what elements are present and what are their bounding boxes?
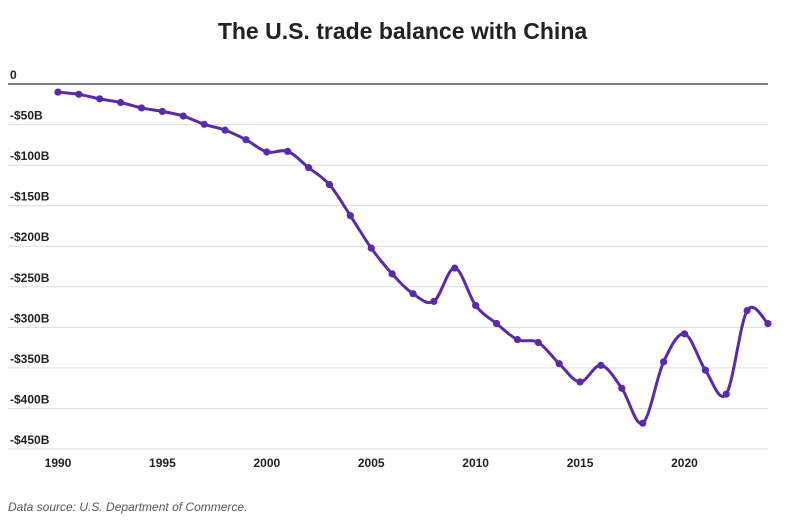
data-point bbox=[618, 384, 626, 392]
x-tick-label: 2005 bbox=[358, 456, 385, 470]
data-point bbox=[492, 319, 501, 328]
y-tick-label: 0 bbox=[10, 68, 17, 82]
series-trade-balance bbox=[54, 88, 772, 427]
data-point bbox=[555, 360, 563, 368]
y-tick-label: -$200B bbox=[10, 230, 50, 244]
data-point bbox=[367, 244, 375, 252]
data-point bbox=[263, 148, 271, 156]
data-point bbox=[284, 147, 292, 156]
data-point bbox=[388, 270, 396, 278]
x-tick-label: 2020 bbox=[671, 456, 698, 470]
x-tick-label: 2015 bbox=[567, 456, 594, 470]
gridlines bbox=[8, 83, 768, 450]
data-point bbox=[576, 378, 584, 386]
x-axis-tick-labels: 1990 1995 2000 2005 2010 2015 2020 bbox=[45, 456, 698, 470]
data-point bbox=[659, 358, 668, 366]
data-point bbox=[451, 264, 459, 272]
data-point bbox=[597, 361, 605, 369]
data-point bbox=[221, 126, 229, 134]
y-tick-label: -$350B bbox=[10, 352, 50, 366]
data-point bbox=[346, 212, 354, 220]
data-point bbox=[409, 290, 417, 298]
y-tick-label: -$300B bbox=[10, 311, 50, 325]
y-axis-tick-labels: 0 -$50B -$100B -$150B -$200B -$250B -$300B -$35… bbox=[10, 68, 50, 447]
y-tick-label: -$250B bbox=[10, 271, 50, 285]
y-tick-label: -$150B bbox=[10, 190, 50, 204]
data-point bbox=[325, 181, 334, 189]
series-line bbox=[56, 90, 770, 425]
data-source-note: Data source: U.S. Department of Commerce… bbox=[8, 500, 248, 514]
data-point bbox=[117, 98, 125, 107]
data-point bbox=[722, 390, 730, 398]
data-point bbox=[137, 104, 146, 112]
y-tick-label: -$450B bbox=[10, 433, 50, 447]
x-tick-label: 2010 bbox=[462, 456, 489, 470]
data-point bbox=[513, 335, 522, 344]
x-tick-label: 2000 bbox=[253, 456, 280, 470]
y-tick-label: -$100B bbox=[10, 149, 50, 163]
data-point bbox=[179, 112, 187, 120]
x-tick-label: 1995 bbox=[149, 456, 176, 470]
y-tick-label: -$50B bbox=[10, 109, 43, 123]
y-tick-label: -$400B bbox=[10, 392, 50, 406]
data-point bbox=[680, 330, 689, 338]
x-tick-label: 1990 bbox=[45, 456, 72, 470]
data-point bbox=[158, 107, 167, 116]
data-point bbox=[743, 307, 751, 315]
data-point bbox=[639, 419, 647, 427]
data-point bbox=[534, 338, 542, 347]
data-point bbox=[242, 136, 250, 144]
data-point bbox=[764, 320, 772, 328]
data-point bbox=[96, 95, 104, 103]
data-point bbox=[54, 88, 62, 96]
data-point bbox=[200, 120, 208, 128]
data-point bbox=[304, 164, 313, 172]
data-point bbox=[430, 297, 438, 305]
data-point bbox=[472, 301, 480, 310]
data-point bbox=[75, 90, 83, 98]
data-point bbox=[701, 366, 709, 374]
chart-title: The U.S. trade balance with China bbox=[217, 18, 588, 44]
